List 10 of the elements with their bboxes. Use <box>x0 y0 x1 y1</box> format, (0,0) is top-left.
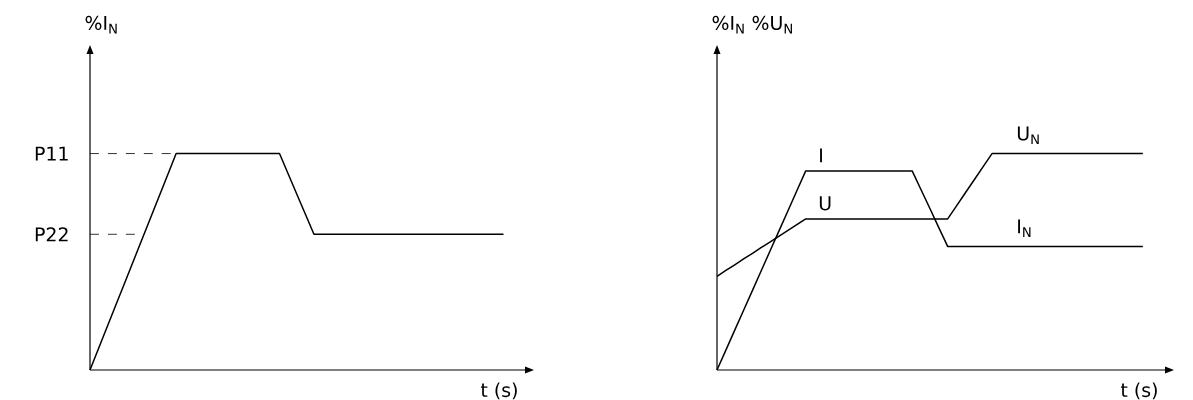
series-label: U <box>819 196 831 211</box>
x-axis-title: t (s) <box>1120 382 1157 400</box>
y-axis-title: %I$_{N}$ <box>85 15 117 34</box>
series-label: I <box>820 148 822 163</box>
ref-line-label: P11 <box>35 146 68 161</box>
x-axis-title: t (s) <box>480 382 517 400</box>
y-axis-title: %I$_{N}$ %U$_{N}$ <box>712 15 792 34</box>
annotation: U$_{N}$ <box>1017 126 1039 145</box>
annotation: I$_{N}$ <box>1018 219 1031 237</box>
ref-line-label: P22 <box>35 227 68 242</box>
